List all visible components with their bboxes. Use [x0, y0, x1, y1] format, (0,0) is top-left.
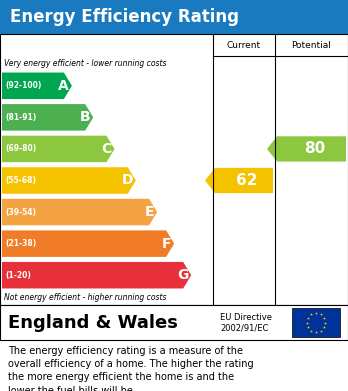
Text: Very energy efficient - lower running costs: Very energy efficient - lower running co…: [4, 59, 166, 68]
Text: (92-100): (92-100): [5, 81, 41, 90]
Text: (39-54): (39-54): [5, 208, 36, 217]
Text: A: A: [58, 79, 69, 93]
Text: Potential: Potential: [292, 41, 331, 50]
Text: The energy efficiency rating is a measure of the
overall efficiency of a home. T: The energy efficiency rating is a measur…: [8, 346, 254, 391]
Bar: [0, 305, 348, 340]
Text: E: E: [145, 205, 154, 219]
Polygon shape: [2, 72, 72, 99]
Polygon shape: [2, 136, 114, 162]
Polygon shape: [2, 167, 136, 194]
Text: D: D: [121, 174, 133, 188]
Text: England & Wales: England & Wales: [8, 314, 178, 332]
Text: Not energy efficient - higher running costs: Not energy efficient - higher running co…: [4, 294, 166, 303]
Polygon shape: [2, 262, 191, 289]
Text: (81-91): (81-91): [5, 113, 36, 122]
Text: Energy Efficiency Rating: Energy Efficiency Rating: [10, 8, 239, 26]
Text: Current: Current: [227, 41, 261, 50]
Polygon shape: [205, 168, 273, 193]
Bar: [292, 308, 340, 337]
Text: F: F: [161, 237, 171, 251]
Text: 62: 62: [236, 173, 258, 188]
Bar: [0, 0, 348, 34]
Text: (55-68): (55-68): [5, 176, 36, 185]
Polygon shape: [267, 136, 346, 161]
Text: C: C: [101, 142, 111, 156]
Text: (1-20): (1-20): [5, 271, 31, 280]
Polygon shape: [2, 104, 93, 131]
Text: (69-80): (69-80): [5, 144, 36, 153]
Text: (21-38): (21-38): [5, 239, 36, 248]
Text: B: B: [80, 110, 90, 124]
Polygon shape: [2, 230, 174, 257]
Text: EU Directive
2002/91/EC: EU Directive 2002/91/EC: [220, 313, 272, 332]
Bar: [0, 34, 348, 305]
Text: 80: 80: [304, 142, 325, 156]
Polygon shape: [2, 199, 157, 225]
Text: G: G: [177, 268, 188, 282]
